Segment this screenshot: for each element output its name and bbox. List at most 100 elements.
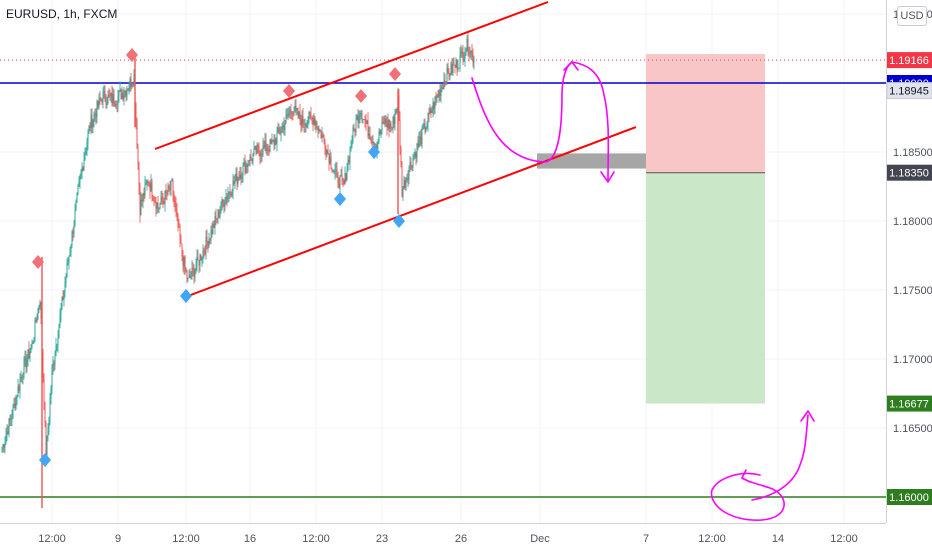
horizontal-levels: [0, 59, 886, 498]
candle-body: [415, 152, 417, 158]
candle-body: [74, 210, 76, 225]
candle-body: [381, 121, 383, 131]
candle-body: [129, 78, 131, 88]
level-green-badge: [887, 395, 932, 412]
candle-body: [358, 115, 360, 123]
candle-body: [16, 397, 18, 399]
candle-body: [179, 227, 181, 240]
candle-body: [418, 139, 420, 147]
candle-body: [436, 95, 438, 98]
candle-body: [105, 101, 107, 105]
candle-body: [203, 250, 205, 252]
candle-body: [311, 116, 313, 118]
candle-body: [209, 238, 211, 240]
candle-body: [12, 405, 14, 418]
currency-button[interactable]: USD: [897, 6, 927, 26]
candle-body: [334, 171, 336, 173]
time-axis[interactable]: 12:00 9 12:00 16 12:00 23 26 Dec 7 12:00 14 12:00: [0, 523, 886, 546]
candle-body: [255, 146, 257, 154]
candle-body: [35, 319, 37, 322]
candle-body: [355, 120, 357, 133]
freehand-drawings[interactable]: [471, 61, 815, 521]
candle-body: [457, 67, 459, 70]
candle-body: [71, 231, 73, 246]
price-axis[interactable]: 1.195001.190001.185001.180001.175001.170…: [886, 0, 932, 550]
candle-body: [146, 180, 148, 184]
candle-body: [13, 403, 15, 406]
candle-body: [60, 308, 62, 315]
candle-body: [42, 352, 44, 379]
candle-body: [301, 115, 303, 127]
candle-body: [367, 120, 369, 137]
candle-body: [89, 126, 91, 128]
candle-body: [424, 123, 426, 132]
candle-body: [275, 138, 277, 144]
candle-body: [196, 256, 198, 267]
candle-body: [267, 149, 269, 151]
candle-body: [451, 63, 453, 74]
swing-high-marker: [32, 255, 44, 269]
candle-body: [327, 150, 329, 154]
candle-body: [173, 194, 175, 201]
candle-body: [434, 96, 436, 109]
projection-curve-down: [571, 61, 610, 181]
candle-body: [157, 202, 159, 209]
rebound-curve: [751, 414, 809, 501]
candle-body: [328, 153, 330, 164]
candle-body: [399, 119, 401, 150]
candle-body: [426, 123, 428, 128]
candle-body: [61, 296, 63, 309]
candle-body: [37, 308, 39, 320]
candle-body: [364, 118, 366, 122]
candle-body: [353, 127, 355, 130]
candle-body: [98, 98, 100, 107]
trend-channel[interactable]: [154, 1, 637, 297]
target-circle: [710, 472, 785, 521]
candle-body: [464, 54, 466, 59]
candle-body: [449, 75, 451, 77]
candle-body: [65, 277, 67, 284]
candle-body: [271, 140, 273, 144]
candle-body: [19, 380, 21, 391]
candle-body: [346, 170, 348, 181]
candle-body: [102, 92, 104, 103]
candle-body: [85, 150, 87, 155]
candle-body: [252, 153, 254, 162]
candle-body: [100, 99, 102, 101]
candle-body: [113, 94, 115, 105]
candle-body: [293, 112, 295, 115]
candle-body: [456, 59, 458, 70]
candle-body: [303, 123, 305, 125]
candle-body: [312, 117, 314, 125]
candle-body: [57, 338, 59, 345]
candle-body: [428, 113, 430, 115]
candle-body: [268, 149, 270, 152]
candle-body: [286, 114, 288, 116]
candle-body: [221, 199, 223, 209]
candle-body: [398, 95, 400, 120]
candle-body: [215, 216, 217, 219]
candle-body: [24, 357, 26, 361]
candle-body: [23, 360, 25, 377]
candle-body: [66, 264, 68, 278]
candle-body: [429, 108, 431, 115]
candle-body: [423, 123, 425, 129]
candle-body: [310, 114, 312, 117]
candle-body: [124, 90, 126, 95]
candle-body: [348, 159, 350, 163]
candle-body: [218, 210, 220, 218]
symbol-label: EURUSD, 1h, FXCM: [6, 7, 118, 21]
candle-body: [454, 64, 456, 68]
candle-body: [283, 125, 285, 131]
candle-body: [224, 203, 226, 207]
candle-body: [80, 171, 82, 176]
candle-body: [322, 134, 324, 137]
gray-zone: [537, 153, 646, 169]
candle-body: [153, 199, 155, 201]
candle-body: [63, 290, 65, 300]
candle-body: [439, 90, 441, 97]
candle-body: [158, 207, 160, 209]
candle-body: [466, 38, 468, 52]
candle-body: [103, 91, 105, 93]
